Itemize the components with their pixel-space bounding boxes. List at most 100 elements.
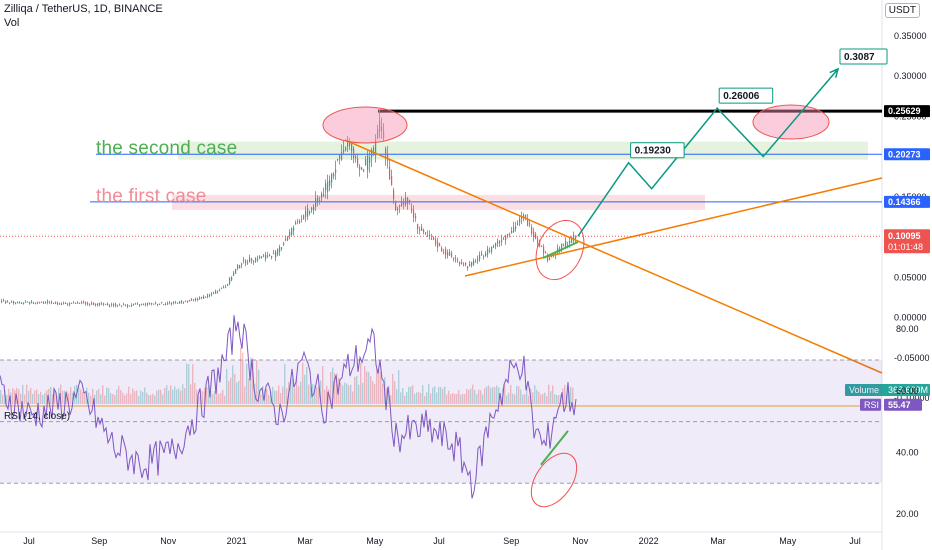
volume-bar bbox=[536, 389, 538, 404]
candle-body bbox=[123, 304, 125, 306]
volume-bar bbox=[174, 386, 176, 404]
volume-bar bbox=[250, 357, 252, 404]
candle-body bbox=[265, 254, 267, 260]
candle-body bbox=[401, 202, 403, 206]
volume-bar bbox=[314, 385, 316, 404]
candle-body bbox=[535, 234, 537, 239]
candle-body bbox=[423, 229, 425, 233]
volume-bar bbox=[414, 393, 416, 404]
volume-bar bbox=[186, 363, 188, 404]
candle-body bbox=[145, 303, 147, 305]
volume-bar bbox=[6, 395, 8, 404]
volume-bar bbox=[416, 392, 418, 404]
candle-body bbox=[483, 255, 485, 257]
time-axis-tick: Jul bbox=[23, 536, 35, 546]
candle-body bbox=[519, 218, 521, 223]
volume-bar bbox=[352, 391, 354, 404]
candle-body bbox=[35, 302, 37, 304]
candle-body bbox=[143, 303, 145, 305]
candle-body bbox=[375, 140, 377, 156]
volume-tag-label: Volume bbox=[849, 385, 879, 395]
volume-bar bbox=[358, 384, 360, 404]
candle-body bbox=[173, 301, 175, 304]
price-axis-tick: 0.05000 bbox=[894, 272, 927, 282]
candle-body bbox=[441, 247, 443, 252]
candle-body bbox=[87, 303, 89, 305]
candle-body bbox=[185, 300, 187, 302]
projection-arrowhead bbox=[829, 67, 840, 78]
candle-body bbox=[339, 155, 341, 160]
candle-body bbox=[325, 183, 327, 191]
candle-body bbox=[167, 303, 169, 305]
candle-body bbox=[5, 301, 7, 303]
top-highlight-ellipse bbox=[322, 106, 408, 144]
first-case-annotation: the first case bbox=[96, 186, 207, 207]
candle-body bbox=[409, 199, 411, 203]
candle-body bbox=[11, 301, 13, 303]
candle-body bbox=[395, 202, 397, 211]
candle-body bbox=[283, 243, 285, 245]
volume-bar bbox=[246, 363, 248, 404]
volume-bar bbox=[322, 366, 324, 404]
volume-bar bbox=[496, 385, 498, 404]
candle-body bbox=[297, 221, 299, 223]
candle-body bbox=[427, 235, 429, 237]
volume-bar bbox=[50, 386, 52, 404]
volume-bar bbox=[452, 392, 454, 404]
candle-body bbox=[211, 293, 213, 296]
volume-bar bbox=[96, 390, 98, 404]
candle-body bbox=[231, 277, 233, 281]
volume-bar bbox=[226, 368, 228, 404]
candle-body bbox=[247, 262, 249, 264]
volume-bar bbox=[214, 390, 216, 404]
candle-body bbox=[55, 302, 57, 304]
target-highlight-ellipse bbox=[752, 104, 830, 140]
candle-body bbox=[405, 197, 407, 205]
candle-body bbox=[365, 159, 367, 166]
candle-body bbox=[97, 303, 99, 306]
candle-body bbox=[223, 287, 225, 289]
volume-bar bbox=[326, 386, 328, 404]
candle-body bbox=[151, 302, 153, 304]
candle-body bbox=[327, 181, 329, 192]
candle-body bbox=[163, 304, 165, 306]
volume-bar bbox=[564, 384, 566, 404]
candle-body bbox=[281, 247, 283, 249]
candle-body bbox=[527, 219, 529, 226]
candle-body bbox=[369, 157, 371, 163]
volume-bar bbox=[418, 391, 420, 404]
candle-body bbox=[291, 228, 293, 235]
candle-body bbox=[481, 253, 483, 256]
volume-bar bbox=[240, 347, 242, 404]
volume-bar bbox=[36, 389, 38, 404]
candle-body bbox=[525, 214, 527, 218]
volume-bar bbox=[456, 393, 458, 404]
volume-bar bbox=[318, 386, 320, 404]
candle-body bbox=[443, 251, 445, 253]
candle-body bbox=[153, 303, 155, 305]
volume-bar bbox=[218, 394, 220, 404]
volume-bar bbox=[342, 385, 344, 404]
volume-bar bbox=[232, 365, 234, 404]
candle-body bbox=[3, 300, 5, 302]
candle-body bbox=[79, 302, 81, 304]
volume-bar bbox=[440, 387, 442, 404]
volume-bar bbox=[544, 392, 546, 404]
volume-bar bbox=[276, 390, 278, 404]
volume-bar bbox=[136, 390, 138, 404]
volume-bar bbox=[468, 389, 470, 404]
volume-bar bbox=[46, 390, 48, 404]
volume-bar bbox=[134, 391, 136, 404]
time-axis-tick: May bbox=[779, 536, 797, 546]
currency-button[interactable]: USDT bbox=[884, 3, 920, 18]
candle-body bbox=[25, 301, 27, 303]
candle-body bbox=[489, 250, 491, 252]
candle-body bbox=[71, 302, 73, 304]
candle-body bbox=[245, 260, 247, 264]
volume-bar bbox=[492, 386, 494, 404]
volume-bar bbox=[472, 384, 474, 404]
volume-bar bbox=[152, 393, 154, 404]
candle-body bbox=[221, 287, 223, 289]
